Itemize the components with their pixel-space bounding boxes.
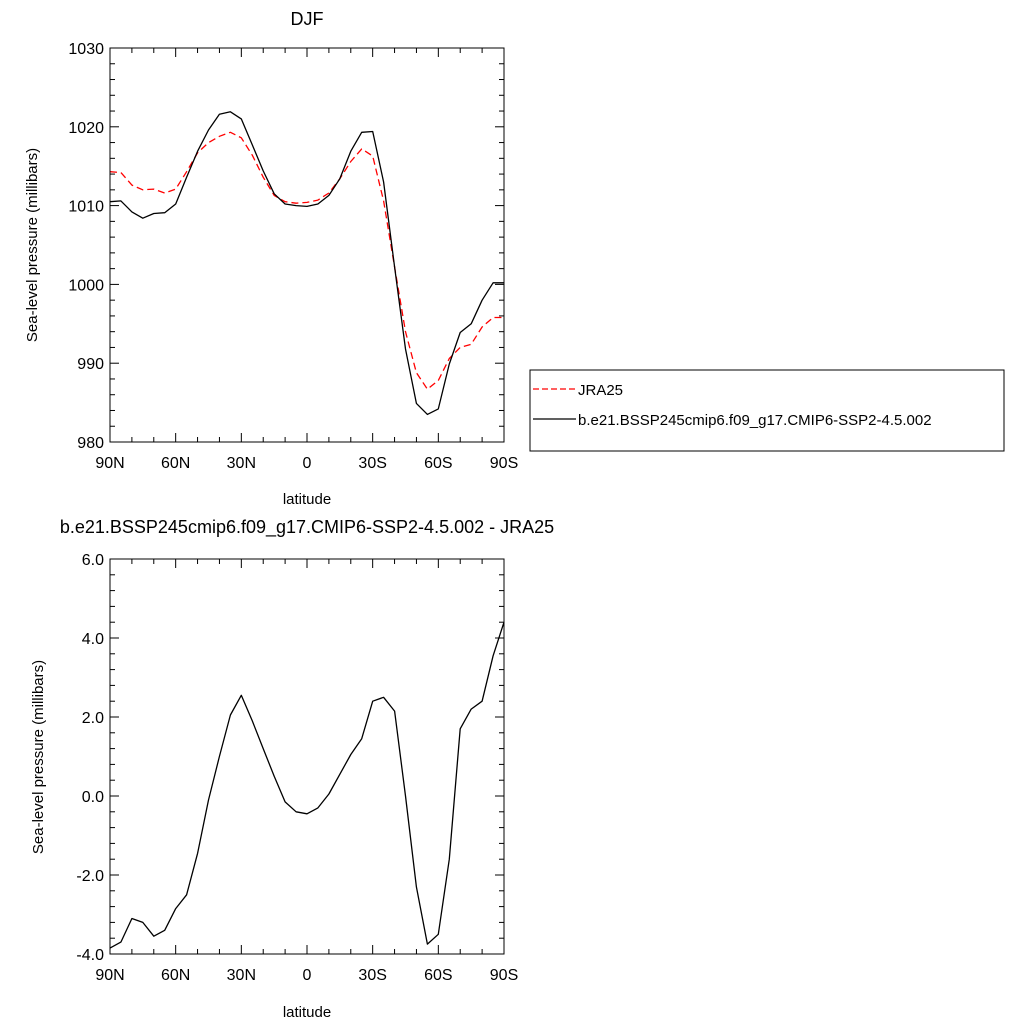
y-tick-label: 0.0: [82, 789, 104, 806]
x-axis-label: latitude: [283, 491, 331, 508]
y-tick-label: 6.0: [82, 552, 104, 569]
series-line-jra25: [109, 131, 504, 390]
series-lines: [109, 621, 505, 949]
legend-label-model: b.e21.BSSP245cmip6.f09_g17.CMIP6-SSP2-4.…: [578, 412, 932, 429]
y-tick-label: -2.0: [76, 868, 104, 885]
y-axis-label: Sea-level pressure (millibars): [24, 148, 41, 342]
x-tick-label: 30S: [358, 967, 386, 984]
bottom-panel: b.e21.BSSP245cmip6.f09_g17.CMIP6-SSP2-4.…: [30, 517, 554, 1021]
x-tick-label: 30N: [227, 967, 256, 984]
legend-label-jra25: JRA25: [578, 382, 623, 399]
x-tick-label: 0: [303, 967, 312, 984]
plot-frame: [109, 47, 505, 443]
axis-ticks: 90N 60N 30N 0 30S 60S 90S 980 990 1000 1010 1020 103…: [68, 41, 518, 472]
x-tick-label: 30N: [227, 455, 256, 472]
top-panel: DJF Sea-level pressure (millibars) latit…: [24, 9, 518, 508]
series-line-model: [109, 111, 504, 416]
axis-ticks: 90N 60N 30N 0 30S 60S 90S -4.0 -2.0 0.0 2.0 4.0 6.0: [76, 552, 518, 984]
y-axis-label: Sea-level pressure (millibars): [30, 660, 47, 854]
x-tick-label: 30S: [358, 455, 386, 472]
plot-frame: [109, 558, 505, 955]
y-tick-label: 980: [77, 435, 104, 452]
y-tick-label: 1000: [68, 277, 104, 294]
x-tick-label: 60N: [161, 967, 190, 984]
x-tick-label: 0: [303, 455, 312, 472]
x-tick-label: 90N: [95, 967, 124, 984]
x-tick-label: 90S: [490, 455, 518, 472]
series-lines: [109, 111, 504, 416]
y-tick-label: 1010: [68, 199, 104, 216]
y-tick-label: 2.0: [82, 710, 104, 727]
x-tick-label: 60N: [161, 455, 190, 472]
y-tick-label: 1030: [68, 41, 104, 58]
x-tick-label: 90S: [490, 967, 518, 984]
legend-box: [529, 369, 1005, 452]
y-tick-label: 4.0: [82, 631, 104, 648]
x-tick-label: 60S: [424, 455, 452, 472]
chart-title: b.e21.BSSP245cmip6.f09_g17.CMIP6-SSP2-4.…: [60, 517, 554, 538]
x-axis-label: latitude: [283, 1004, 331, 1021]
y-tick-label: -4.0: [76, 947, 104, 964]
x-tick-label: 60S: [424, 967, 452, 984]
y-tick-label: 990: [77, 356, 104, 373]
x-tick-label: 90N: [95, 455, 124, 472]
legend: JRA25 b.e21.BSSP245cmip6.f09_g17.CMIP6-S…: [529, 369, 1005, 452]
difference-line: [109, 621, 505, 949]
y-tick-label: 1020: [68, 120, 104, 137]
chart-title: DJF: [291, 9, 324, 29]
